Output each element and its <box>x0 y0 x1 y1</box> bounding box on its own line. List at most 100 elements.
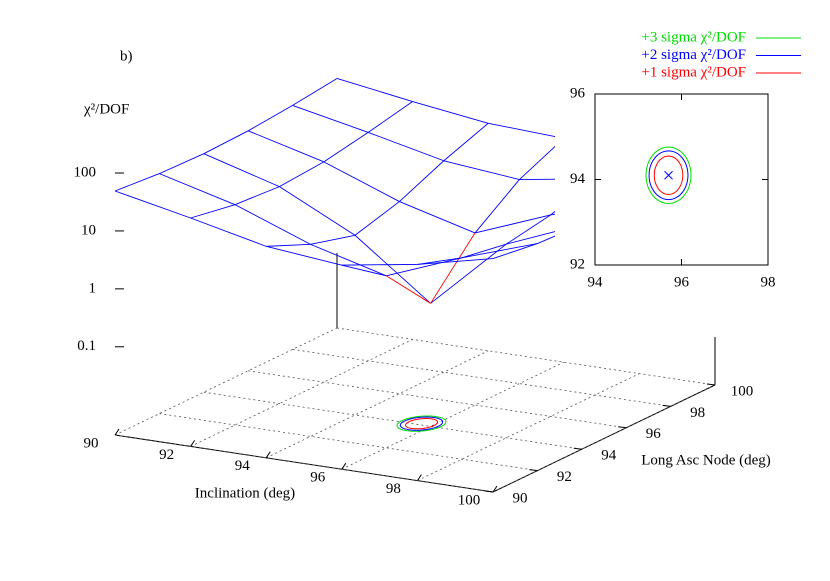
surface-mesh <box>234 186 280 206</box>
contour <box>645 146 692 204</box>
y-tick <box>618 426 627 429</box>
base-contour <box>404 418 439 430</box>
z-tick-label: 0.1 <box>77 338 96 354</box>
surface-mesh <box>505 214 551 245</box>
x-tick-label: 96 <box>310 470 326 486</box>
surface-mesh <box>234 204 311 245</box>
x-tick <box>416 474 422 481</box>
grid-line <box>114 434 494 493</box>
y-tick <box>484 490 494 493</box>
inset-background <box>555 84 830 299</box>
surface-mesh <box>336 78 413 102</box>
x-tick-label: 94 <box>235 458 251 474</box>
surface-mesh <box>417 257 462 265</box>
x-tick <box>492 485 498 493</box>
contour <box>653 155 684 196</box>
surface-mesh <box>203 130 249 155</box>
inset-y-tick-label: 96 <box>570 85 586 101</box>
surface-mesh <box>386 257 462 277</box>
y-tick <box>662 404 671 407</box>
x-tick-label: 92 <box>159 447 174 463</box>
z-axis-label: χ²/DOF <box>83 101 129 117</box>
y-tick <box>529 469 538 472</box>
surface-mesh <box>430 232 476 304</box>
surface-mesh <box>323 161 400 202</box>
center-marker <box>664 170 673 180</box>
x-tick <box>265 451 271 459</box>
grid-line <box>492 384 716 493</box>
surface-mesh <box>417 258 494 265</box>
surface-mesh <box>247 105 293 132</box>
grid-line <box>114 327 338 436</box>
grid-line <box>341 361 564 470</box>
y-tick-label: 92 <box>557 469 572 485</box>
surface-mesh <box>292 78 338 106</box>
z-tick-label: 1 <box>89 280 97 296</box>
legend-label: +2 sigma χ²/DOF <box>641 47 746 63</box>
surface-mesh <box>159 153 204 175</box>
base-contour <box>396 415 447 432</box>
x-tick-label: 100 <box>458 492 481 508</box>
y-tick-label: 94 <box>601 448 617 464</box>
x-tick-label: 98 <box>386 481 401 497</box>
surface-mesh <box>114 173 160 192</box>
inset-x-tick-label: 98 <box>761 274 776 290</box>
contour <box>648 150 689 201</box>
y-tick-label: 100 <box>731 383 754 399</box>
surface-mesh <box>474 214 551 234</box>
inset-x-tick-label: 96 <box>674 274 690 290</box>
surface-mesh <box>341 263 418 266</box>
inset-y-tick-label: 94 <box>570 171 586 187</box>
grid-line <box>159 413 538 471</box>
grid-line <box>248 370 627 429</box>
surface-mesh <box>279 186 356 236</box>
surface-mesh <box>292 104 369 133</box>
surface-mesh <box>354 201 400 236</box>
x-axis-label: Inclination (deg) <box>195 485 295 501</box>
surface-mesh <box>412 101 489 124</box>
surface-mesh <box>190 217 267 247</box>
surface-mesh <box>279 161 325 188</box>
surface-mesh <box>310 234 356 245</box>
z-tick-label: 100 <box>74 164 97 180</box>
surface-mesh <box>443 160 520 180</box>
grid-line <box>336 327 716 386</box>
surface-mesh <box>341 264 387 277</box>
surface-mesh <box>399 201 476 234</box>
surface-mesh <box>385 275 431 304</box>
surface-mesh <box>248 130 324 163</box>
y-tick-label: 90 <box>513 490 528 506</box>
z-tick-label: 10 <box>81 222 96 238</box>
grid-line <box>417 373 640 481</box>
surface-mesh <box>323 132 369 163</box>
surface-mesh <box>266 245 342 266</box>
x-tick <box>114 428 120 436</box>
surface-mesh <box>430 243 507 304</box>
grid-line <box>190 339 413 447</box>
y-tick-label: 98 <box>690 405 705 421</box>
legend-label: +1 sigma χ²/DOF <box>641 64 746 80</box>
grid-line <box>203 391 582 450</box>
y-tick <box>706 383 716 386</box>
surface-mesh <box>461 243 538 259</box>
x-tick <box>341 462 347 470</box>
grid-line <box>292 349 671 407</box>
surface-mesh <box>474 179 520 234</box>
panel-label: b) <box>120 48 133 64</box>
surface-mesh <box>310 243 387 277</box>
surface-mesh <box>399 160 445 202</box>
y-tick <box>573 447 582 450</box>
surface-mesh <box>461 243 507 259</box>
surface-mesh <box>443 122 489 162</box>
inset-y-tick-label: 92 <box>570 256 585 272</box>
grid-line <box>266 350 489 459</box>
inset-x-tick-label: 94 <box>588 274 604 290</box>
surface-mesh <box>203 153 280 188</box>
surface-mesh <box>266 243 311 247</box>
surface-mesh <box>114 190 191 219</box>
surface-mesh <box>368 131 444 162</box>
surface-mesh <box>354 234 431 304</box>
surface-mesh <box>159 173 236 206</box>
x-tick <box>190 440 196 447</box>
